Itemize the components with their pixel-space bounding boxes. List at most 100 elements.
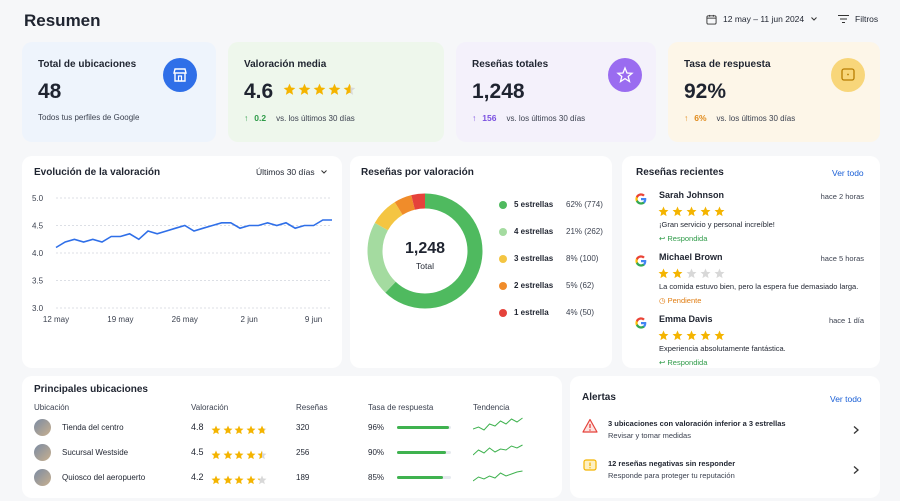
location-rating: 4.2: [191, 472, 204, 482]
kpi-title: Reseñas totales: [472, 59, 549, 70]
review-stars: [658, 328, 725, 346]
legend-label: 2 estrellas: [514, 281, 554, 290]
filters-label: Filtros: [855, 14, 879, 24]
period-dropdown[interactable]: Últimos 30 días: [256, 167, 328, 177]
star-icon: [246, 475, 255, 485]
y-tick-label: 5.0: [32, 194, 44, 203]
filter-icon: [838, 15, 849, 23]
arrow-up-icon: ↑: [472, 113, 477, 123]
star-icon: [658, 330, 669, 341]
kpi-card-rating: Valoración media 4.6 ↑ 0.2 vs. los últim…: [228, 42, 444, 142]
star-icon: [328, 83, 341, 95]
star-icon: [223, 475, 232, 485]
kpi-sub: Todos tus perfiles de Google: [38, 113, 140, 122]
location-rating: 4.8: [191, 422, 204, 432]
star-icon: [246, 450, 255, 460]
location-avatar: [34, 419, 51, 436]
star-icon: [257, 475, 267, 485]
star-icon: [234, 450, 244, 460]
star-icon: [211, 450, 221, 460]
reviewer-name: Emma Davis: [659, 314, 713, 324]
kpi-value: 1,248: [472, 80, 525, 103]
location-reviews: 256: [296, 448, 310, 457]
rating-chart-title: Evolución de la valoración: [34, 167, 161, 178]
star-icon: [714, 268, 725, 279]
legend-label: 4 estrellas: [514, 227, 554, 236]
donut-slice: [367, 193, 483, 309]
rating-chart-card: Evolución de la valoración Últimos 30 dí…: [22, 156, 342, 368]
location-avatar: [34, 469, 51, 486]
rating-stars: [283, 83, 356, 101]
star-icon: [211, 475, 221, 485]
legend-value: 21% (262): [566, 227, 603, 236]
location-response: 85%: [368, 473, 385, 482]
star-icon: [700, 206, 711, 217]
x-tick-label: 9 jun: [305, 315, 322, 324]
kpi-delta: ↑ 6% vs. los últimos 30 días: [684, 113, 795, 123]
legend-dot: [499, 309, 507, 317]
legend-value: 8% (100): [566, 254, 599, 263]
alert-title[interactable]: 3 ubicaciones con valoración inferior a …: [608, 419, 786, 428]
review-status: ◷ Pendiente: [659, 296, 702, 305]
kpi-card-locations: Total de ubicaciones 48 Todos tus perfil…: [22, 42, 216, 142]
col-response: Tasa de respuesta: [368, 403, 434, 412]
alert-title[interactable]: 12 reseñas negativas sin responder: [608, 459, 736, 468]
location-name[interactable]: Quiosco del aeropuerto: [62, 473, 146, 482]
calendar-icon: [706, 14, 717, 25]
star-icon: [672, 206, 683, 217]
legend-label: 3 estrellas: [514, 254, 554, 263]
review-time: hace 2 horas: [820, 192, 864, 201]
y-tick-label: 4.5: [32, 222, 44, 231]
trend-sparkline: [472, 415, 523, 435]
kpi-value: 92%: [684, 80, 727, 103]
view-all-reviews-link[interactable]: Ver todo: [832, 168, 864, 178]
col-rating: Valoración: [191, 403, 229, 412]
kpi-value: 48: [38, 80, 62, 103]
star-icon: [246, 425, 255, 435]
filters-button[interactable]: Filtros: [838, 12, 878, 26]
legend-label: 5 estrellas: [514, 200, 554, 209]
star-icon: [283, 83, 296, 95]
x-tick-label: 2 jun: [241, 315, 258, 324]
message-alert-icon: [582, 458, 598, 474]
x-tick-label: 19 may: [107, 315, 133, 324]
star-icon: [672, 330, 683, 341]
rating-distribution-card: Reseñas por valoración 1,248 Total 5 est…: [350, 156, 612, 368]
store-icon: [163, 58, 197, 92]
review-time: hace 1 día: [828, 316, 864, 325]
view-all-alerts-link[interactable]: Ver todo: [830, 394, 862, 404]
alerts-card: Alertas Ver todo 3 ubicaciones con valor…: [570, 376, 880, 498]
chevron-right-icon[interactable]: [852, 422, 860, 434]
star-icon: [223, 450, 232, 460]
star-icon: [257, 450, 267, 460]
x-tick-label: 26 may: [172, 315, 198, 324]
google-icon: [634, 192, 648, 206]
chevron-right-icon[interactable]: [852, 462, 860, 474]
legend-value: 5% (62): [566, 281, 595, 290]
review-text: Experiencia absolutamente fantástica.: [659, 344, 786, 353]
location-name[interactable]: Tienda del centro: [62, 423, 124, 432]
star-icon: [714, 330, 725, 341]
response-bar-fill: [397, 426, 449, 429]
delta-value: 156: [482, 113, 497, 123]
location-response: 96%: [368, 423, 385, 432]
date-range-picker[interactable]: 12 may – 11 jun 2024: [706, 12, 818, 26]
response-bar-fill: [397, 451, 446, 454]
review-text: La comida estuvo bien, pero la espera fu…: [659, 282, 859, 291]
star-icon: [608, 58, 642, 92]
distribution-title: Reseñas por valoración: [361, 167, 474, 178]
col-location: Ubicación: [34, 403, 70, 412]
star-icon: [658, 268, 669, 279]
rating-line-chart: 5.0 4.5 4.0 3.5 3.0 12 may 19 may 26 may 2 jun 9 …: [32, 194, 332, 324]
reviewer-name: Michael Brown: [659, 252, 723, 262]
alerts-title: Alertas: [582, 392, 616, 403]
top-locations-title: Principales ubicaciones: [34, 384, 148, 395]
star-icon: [234, 475, 244, 485]
location-name[interactable]: Sucursal Westside: [62, 448, 129, 457]
location-rating: 4.5: [191, 447, 204, 457]
kpi-title: Total de ubicaciones: [38, 59, 137, 70]
y-tick-label: 4.0: [32, 249, 44, 258]
review-text: ¡Gran servicio y personal increíble!: [659, 220, 775, 229]
review-status: ↩ Respondida: [659, 358, 708, 367]
donut-slice: [367, 193, 483, 309]
